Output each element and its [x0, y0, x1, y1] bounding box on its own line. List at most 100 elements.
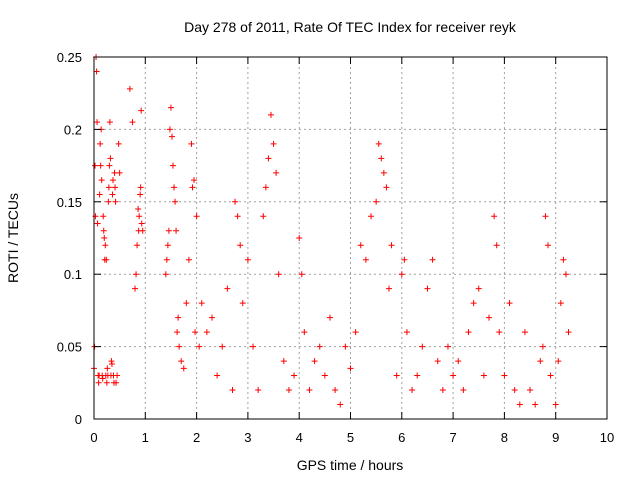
- data-point: [267, 111, 274, 118]
- data-point: [92, 162, 99, 169]
- data-point: [137, 191, 144, 198]
- data-point: [403, 329, 410, 336]
- data-point: [545, 242, 552, 249]
- data-point: [398, 271, 405, 278]
- data-point: [136, 213, 143, 220]
- data-point: [180, 365, 187, 372]
- data-point: [552, 401, 559, 408]
- data-point: [174, 329, 181, 336]
- data-point: [115, 140, 122, 147]
- data-point: [439, 387, 446, 394]
- data-point: [105, 198, 112, 205]
- data-point: [491, 213, 498, 220]
- data-point: [108, 360, 115, 367]
- x-axis-label: GPS time / hours: [297, 457, 404, 473]
- data-point: [306, 387, 313, 394]
- data-point: [126, 85, 133, 92]
- data-points: [91, 54, 572, 408]
- x-tick-label: 5: [347, 430, 354, 445]
- data-point: [560, 256, 567, 263]
- axis-ticks: 0 1 2 3 4 5 6 7 8 9 10 0 0.05 0.1 0.15 0.2 0.25: [57, 50, 615, 445]
- data-point: [475, 285, 482, 292]
- data-point: [208, 314, 215, 321]
- data-point: [368, 213, 375, 220]
- data-point: [97, 140, 104, 147]
- data-point: [275, 271, 282, 278]
- data-point: [99, 375, 106, 382]
- data-point: [103, 379, 110, 386]
- x-tick-label: 2: [193, 430, 200, 445]
- data-point: [419, 343, 426, 350]
- data-point: [214, 372, 221, 379]
- data-point: [138, 107, 145, 114]
- data-point: [196, 343, 203, 350]
- data-point: [444, 343, 451, 350]
- data-point: [98, 177, 105, 184]
- data-point: [357, 242, 364, 249]
- data-point: [237, 242, 244, 249]
- data-point: [176, 343, 183, 350]
- data-point: [96, 191, 103, 198]
- x-tick-label: 0: [90, 430, 97, 445]
- data-point: [135, 206, 142, 213]
- data-point: [224, 285, 231, 292]
- y-tick-label: 0.05: [57, 340, 82, 355]
- data-point: [326, 314, 333, 321]
- data-point: [352, 329, 359, 336]
- data-point: [373, 198, 380, 205]
- data-point: [203, 329, 210, 336]
- data-point: [164, 242, 171, 249]
- data-point: [385, 285, 392, 292]
- data-point: [516, 401, 523, 408]
- data-point: [455, 358, 462, 365]
- data-point: [234, 213, 241, 220]
- data-point: [460, 387, 467, 394]
- data-point: [480, 372, 487, 379]
- data-point: [393, 372, 400, 379]
- data-point: [250, 343, 257, 350]
- data-point: [280, 358, 287, 365]
- data-point: [139, 227, 146, 234]
- data-point: [450, 372, 457, 379]
- data-point: [414, 372, 421, 379]
- data-point: [173, 227, 180, 234]
- data-point: [506, 300, 513, 307]
- data-point: [109, 177, 116, 184]
- data-point: [511, 387, 518, 394]
- y-tick-label: 0.2: [64, 122, 82, 137]
- grid: [94, 57, 607, 419]
- data-point: [321, 372, 328, 379]
- data-point: [557, 300, 564, 307]
- data-point: [104, 365, 111, 372]
- data-point: [265, 155, 272, 162]
- data-point: [232, 198, 239, 205]
- x-tick-label: 9: [552, 430, 559, 445]
- data-point: [465, 329, 472, 336]
- data-point: [108, 358, 115, 365]
- data-point: [172, 198, 179, 205]
- data-point: [198, 300, 205, 307]
- x-tick-label: 3: [244, 430, 251, 445]
- data-point: [532, 401, 539, 408]
- data-point: [298, 271, 305, 278]
- x-tick-label: 1: [142, 430, 149, 445]
- data-point: [542, 213, 549, 220]
- y-tick-label: 0.25: [57, 50, 82, 65]
- data-point: [103, 256, 110, 263]
- data-point: [162, 271, 169, 278]
- data-point: [362, 256, 369, 263]
- data-point: [501, 372, 508, 379]
- data-point: [270, 140, 277, 147]
- data-point: [219, 343, 226, 350]
- data-point: [175, 314, 182, 321]
- data-point: [496, 329, 503, 336]
- data-point: [95, 379, 102, 386]
- data-point: [129, 119, 136, 126]
- data-point: [188, 140, 195, 147]
- data-point: [562, 271, 569, 278]
- data-point: [193, 213, 200, 220]
- data-point: [112, 198, 119, 205]
- data-point: [105, 184, 112, 191]
- data-point: [113, 379, 120, 386]
